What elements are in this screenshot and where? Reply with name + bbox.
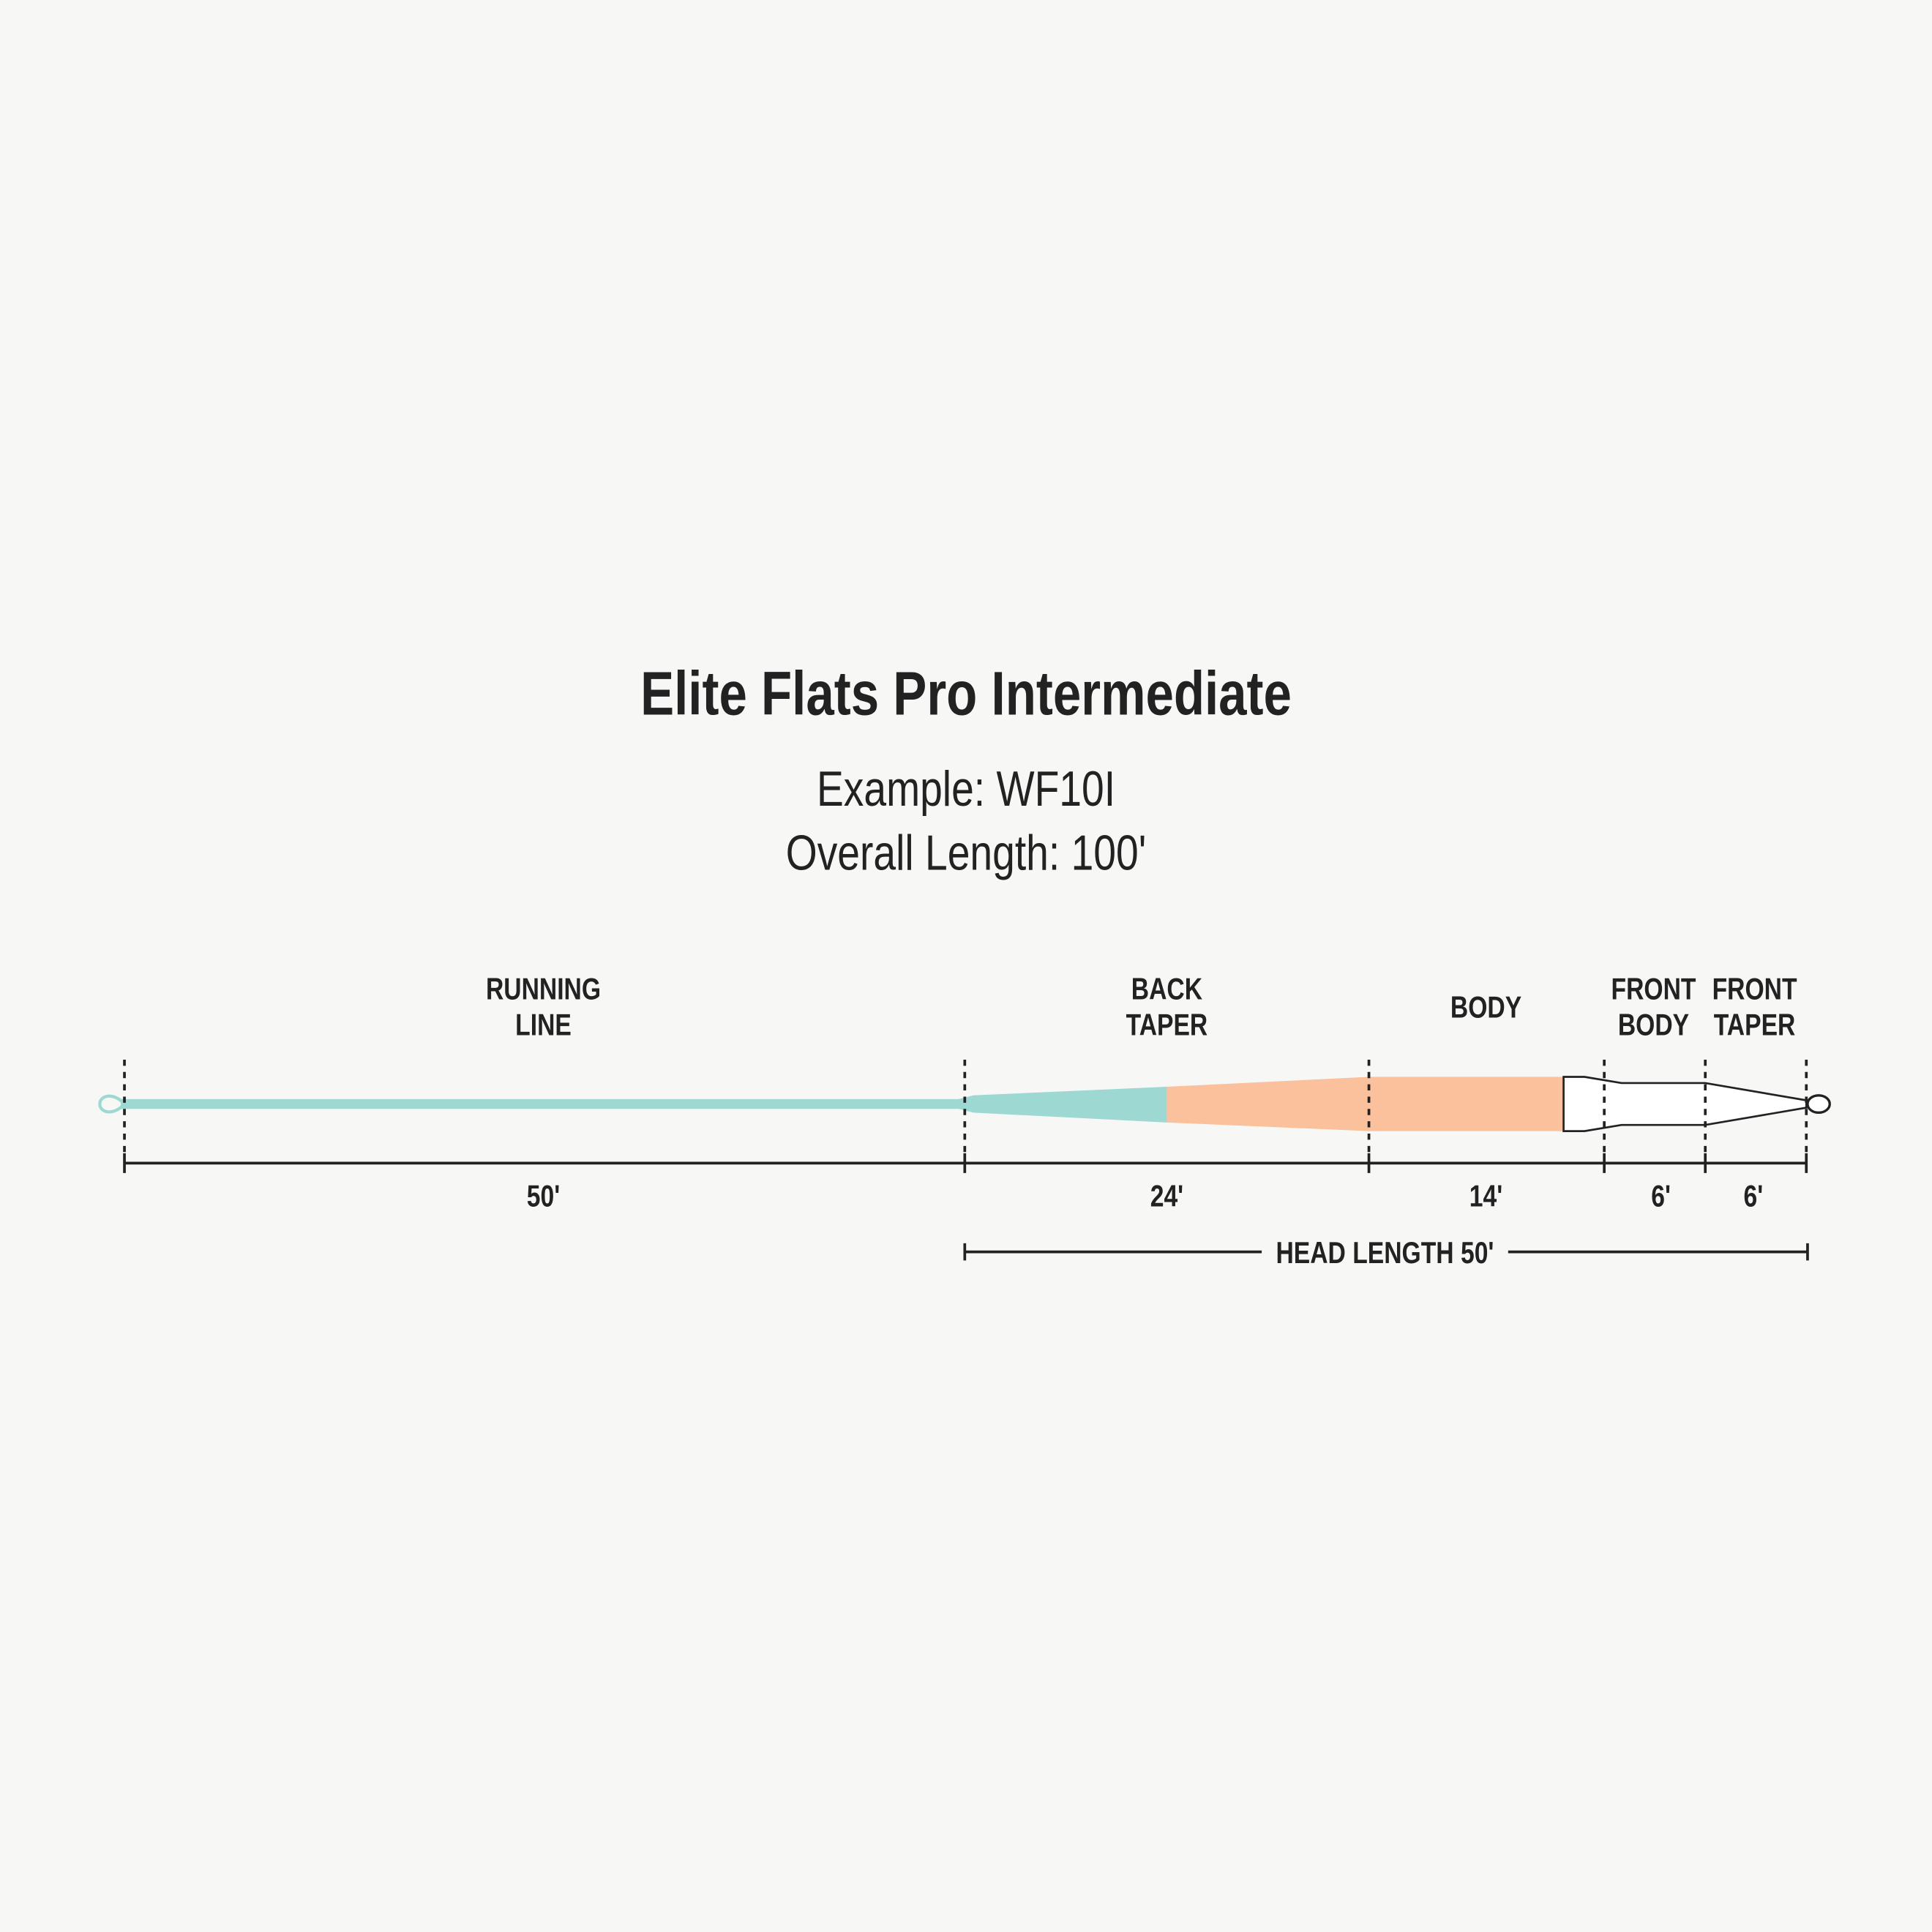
front-taper-label-2: TAPER [1714, 1008, 1796, 1042]
running-line-label-2: LINE [515, 1008, 572, 1042]
front-body-label-1: FRONT [1611, 973, 1696, 1006]
back-taper-length: 24' [1150, 1180, 1183, 1213]
example-text: Example: WF10I [817, 762, 1115, 817]
back-taper-label-2: TAPER [1126, 1008, 1208, 1042]
length-axis [123, 1153, 1808, 1173]
front-body-label-2: BODY [1618, 1008, 1689, 1042]
front-taper-length: 6' [1743, 1180, 1763, 1213]
body-length: 14' [1469, 1180, 1502, 1213]
overall-length-text: Overall Length: 100' [786, 826, 1146, 881]
front-body-length: 6' [1651, 1180, 1671, 1213]
running-line-length: 50' [527, 1180, 560, 1213]
page-title: Elite Flats Pro Intermediate [640, 659, 1292, 728]
body-label: BODY [1450, 991, 1521, 1025]
back-taper-label-1: BACK [1131, 973, 1203, 1006]
body-segment [1167, 1077, 1564, 1131]
front-taper-label-1: FRONT [1712, 973, 1797, 1006]
head-length-label: HEAD LENGTH 50' [1276, 1236, 1494, 1270]
rear-loop [98, 1094, 127, 1114]
running-line-segment [121, 1087, 1167, 1123]
front-segment [1562, 1076, 1808, 1132]
front-loop [1806, 1094, 1831, 1115]
head-length-bracket [963, 1243, 1809, 1261]
running-line-label-1: RUNNING [486, 973, 601, 1006]
